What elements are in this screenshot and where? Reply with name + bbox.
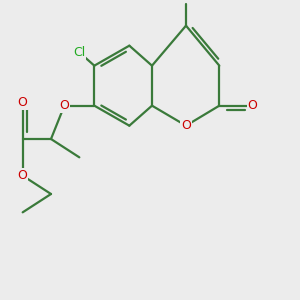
Text: O: O [18,96,28,109]
Text: O: O [248,99,258,112]
Text: Cl: Cl [73,46,86,59]
Text: O: O [181,119,191,132]
Text: O: O [59,99,69,112]
Text: O: O [18,169,28,182]
